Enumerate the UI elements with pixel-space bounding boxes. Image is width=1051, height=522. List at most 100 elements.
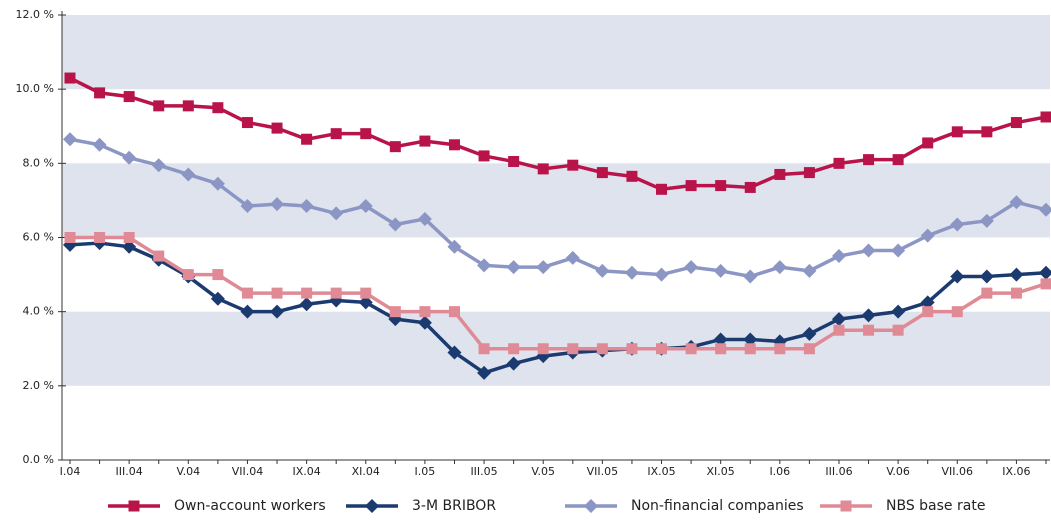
marker bbox=[417, 211, 432, 226]
marker bbox=[182, 269, 194, 281]
marker bbox=[506, 260, 521, 275]
marker bbox=[803, 343, 815, 355]
x-tick-label: IX.04 bbox=[292, 465, 320, 478]
marker bbox=[508, 155, 520, 167]
marker bbox=[210, 176, 225, 191]
marker bbox=[64, 72, 76, 84]
marker bbox=[713, 263, 728, 278]
marker bbox=[240, 304, 255, 319]
marker bbox=[94, 232, 106, 243]
marker bbox=[478, 343, 490, 355]
marker bbox=[920, 295, 935, 310]
marker bbox=[212, 102, 224, 114]
marker bbox=[122, 150, 137, 165]
marker bbox=[447, 345, 462, 360]
marker bbox=[301, 133, 313, 145]
marker bbox=[360, 287, 372, 299]
marker bbox=[1039, 202, 1051, 217]
lines bbox=[63, 72, 1051, 380]
marker bbox=[624, 265, 639, 280]
bands bbox=[62, 15, 1050, 386]
x-tick-label: VII.06 bbox=[942, 465, 974, 478]
x-tick-label: V.04 bbox=[176, 465, 200, 478]
marker bbox=[656, 343, 668, 355]
marker bbox=[802, 263, 817, 278]
marker bbox=[1040, 111, 1051, 123]
marker bbox=[299, 297, 314, 312]
marker bbox=[713, 332, 728, 347]
marker bbox=[1010, 117, 1022, 129]
marker bbox=[684, 260, 699, 275]
marker bbox=[1010, 287, 1022, 299]
marker bbox=[567, 159, 579, 171]
marker bbox=[477, 365, 492, 380]
y-tick-label: 10.0 % bbox=[16, 82, 54, 95]
marker bbox=[981, 126, 993, 138]
y-tick-label: 4.0 % bbox=[23, 305, 54, 318]
marker bbox=[833, 157, 845, 169]
marker bbox=[299, 198, 314, 213]
marker bbox=[417, 315, 432, 330]
marker bbox=[922, 306, 934, 318]
marker bbox=[478, 150, 490, 162]
marker bbox=[182, 100, 194, 112]
marker bbox=[301, 287, 313, 299]
series-line bbox=[69, 76, 1047, 192]
marker bbox=[863, 324, 875, 336]
x-tick-label: IX.06 bbox=[1002, 465, 1030, 478]
marker bbox=[123, 232, 135, 243]
marker bbox=[271, 122, 283, 134]
legend-label: 3-M BRIBOR bbox=[412, 498, 496, 514]
marker bbox=[831, 249, 846, 264]
marker bbox=[241, 117, 253, 129]
marker bbox=[419, 135, 431, 147]
marker bbox=[715, 343, 727, 355]
marker bbox=[626, 343, 638, 355]
marker bbox=[537, 343, 549, 355]
grid-band bbox=[62, 163, 1050, 238]
marker bbox=[210, 291, 225, 306]
legend-label: NBS base rate bbox=[886, 498, 985, 514]
marker bbox=[596, 167, 608, 179]
x-tick-label: III.04 bbox=[116, 465, 143, 478]
marker bbox=[803, 167, 815, 179]
marker bbox=[951, 306, 963, 318]
marker bbox=[861, 308, 876, 323]
marker bbox=[891, 304, 906, 319]
marker bbox=[153, 100, 165, 112]
legend: Own-account workers 3-M BRIBOR Non-financi… bbox=[108, 498, 985, 514]
marker bbox=[922, 137, 934, 149]
marker bbox=[584, 499, 598, 513]
marker bbox=[448, 306, 460, 318]
marker bbox=[128, 500, 140, 512]
marker bbox=[94, 87, 106, 99]
marker bbox=[447, 239, 462, 254]
x-tick-label: V.05 bbox=[531, 465, 555, 478]
marker bbox=[122, 239, 137, 254]
x-tick-label: IX.05 bbox=[647, 465, 675, 478]
marker bbox=[979, 269, 994, 284]
marker bbox=[212, 269, 224, 281]
marker bbox=[1040, 278, 1051, 290]
marker bbox=[892, 154, 904, 166]
marker bbox=[270, 304, 285, 319]
series-line bbox=[69, 137, 1047, 279]
series-line bbox=[70, 235, 1047, 351]
marker bbox=[358, 295, 373, 310]
x-tick-label: III.05 bbox=[470, 465, 497, 478]
marker bbox=[419, 306, 431, 318]
marker bbox=[772, 260, 787, 275]
marker bbox=[774, 168, 786, 180]
marker bbox=[181, 167, 196, 182]
x-tick-label: VII.05 bbox=[587, 465, 619, 478]
marker bbox=[950, 269, 965, 284]
marker bbox=[892, 324, 904, 336]
y-tick-label: 12.0 % bbox=[16, 8, 54, 21]
marker bbox=[1009, 267, 1024, 282]
marker bbox=[329, 206, 344, 221]
marker bbox=[654, 267, 669, 282]
marker bbox=[123, 91, 135, 103]
x-tick-label: I.04 bbox=[60, 465, 81, 478]
marker bbox=[567, 343, 579, 355]
marker bbox=[626, 170, 638, 182]
